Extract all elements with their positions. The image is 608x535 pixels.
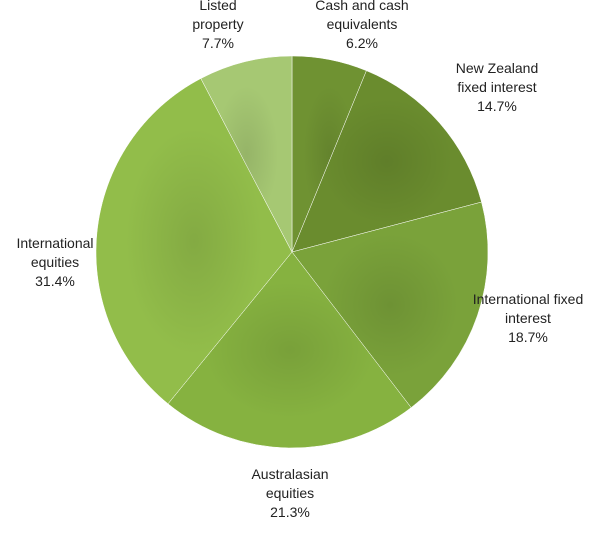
pie-slice-shade-3: [168, 252, 412, 448]
pie-slice-shade-1: [292, 70, 482, 253]
pie-label-line-0-0: Cash and cash: [315, 0, 408, 13]
pie-slices: [95, 55, 489, 449]
pie-label-value-1: 14.7%: [477, 98, 517, 114]
pie-slice-shade-5: [200, 56, 292, 252]
pie-label-value-3: 21.3%: [270, 504, 310, 520]
pie-label-line-1-0: New Zealand: [456, 60, 539, 76]
pie-label-3: Australasian equities 21.3%: [251, 466, 328, 520]
pie-label-line-0-1: equivalents: [327, 16, 398, 32]
pie-labels: Cash and cash equivalents 6.2% New Zealand f…: [16, 0, 583, 520]
pie-label-2: International fixed interest 18.7%: [473, 291, 584, 345]
pie-label-1: New Zealand fixed interest 14.7%: [456, 60, 539, 114]
pie-label-value-2: 18.7%: [508, 329, 548, 345]
pie-label-line-3-0: Australasian: [251, 466, 328, 482]
pie-label-line-5-1: property: [192, 16, 243, 32]
pie-label-value-4: 31.4%: [35, 273, 75, 289]
pie-label-line-1-1: fixed interest: [457, 79, 536, 95]
pie-label-line-5-0: Listed: [199, 0, 236, 13]
pie-label-line-4-0: International: [16, 235, 93, 251]
pie-label-value-5: 7.7%: [202, 35, 234, 51]
pie-slice-shade-0: [292, 56, 367, 252]
pie-slice-shade-2: [292, 202, 488, 408]
pie-label-line-2-1: interest: [505, 310, 551, 326]
pie-label-line-4-1: equities: [31, 254, 79, 270]
pie-label-line-2-0: International fixed: [473, 291, 584, 307]
pie-label-value-0: 6.2%: [346, 35, 378, 51]
pie-slice-shade-4: [96, 78, 292, 404]
pie-label-line-3-1: equities: [266, 485, 314, 501]
pie-label-4: International equities 31.4%: [16, 235, 93, 289]
pie-label-0: Cash and cash equivalents 6.2%: [315, 0, 408, 51]
pie-label-5: Listed property 7.7%: [192, 0, 243, 51]
